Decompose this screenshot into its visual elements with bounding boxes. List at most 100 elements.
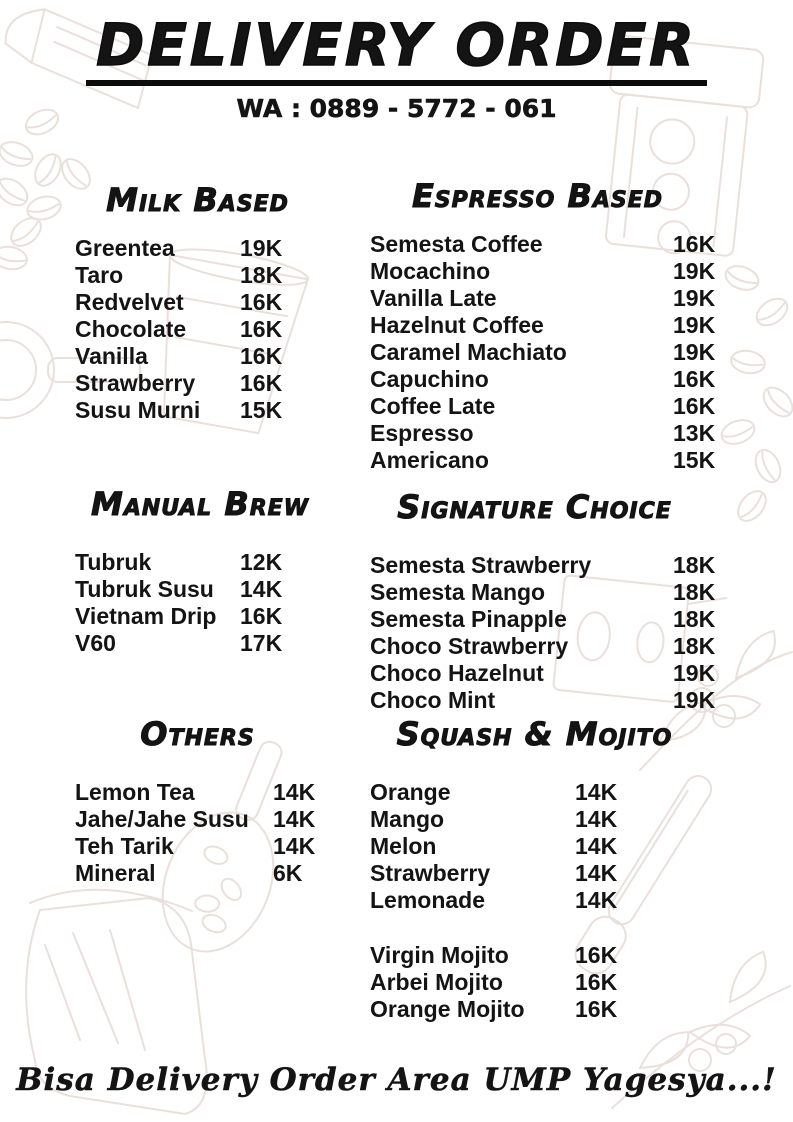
menu-list: Semesta Strawberry 18K Semesta Mango 18K S… (362, 552, 715, 714)
item-name: Strawberry (75, 370, 196, 396)
item-name: Orange Mojito (370, 996, 525, 1022)
item-name: Tubruk (75, 549, 152, 575)
item-price: 18K (673, 633, 716, 659)
item-price: 18K (240, 262, 283, 288)
item-price: 19K (673, 285, 716, 311)
item-price: 19K (673, 312, 716, 338)
section-title: Milk Based (106, 181, 289, 219)
item-price: 19K (240, 235, 283, 261)
item-price: 16K (575, 996, 618, 1022)
menu-item-row: Redvelvet 16K (75, 289, 335, 316)
item-price: 16K (673, 231, 716, 257)
item-price: 19K (673, 660, 716, 686)
item-name: Mocachino (370, 258, 491, 284)
menu-item-row: Choco Mint 19K (370, 687, 715, 714)
page-title: DELIVERY ORDER (86, 13, 707, 86)
menu-item-row: Tubruk Susu 14K (75, 576, 360, 603)
item-name: Lemon Tea (75, 779, 195, 805)
item-name: Semesta Strawberry (370, 552, 592, 578)
item-price: 16K (240, 603, 283, 629)
menu-item-row: Virgin Mojito 16K (370, 942, 707, 969)
item-price: 16K (240, 289, 283, 315)
item-name: Melon (370, 833, 437, 859)
menu-item-row: Teh Tarik 14K (75, 833, 335, 860)
menu-item-row: Vanilla Late 19K (370, 285, 715, 312)
menu-item-row: Americano 15K (370, 447, 715, 474)
item-price: 14K (575, 779, 618, 805)
menu-item-row: Orange 14K (370, 779, 707, 806)
footer-note: Bisa Delivery Order Area UMP Yagesya...! (16, 1062, 777, 1099)
item-name: Mineral (75, 860, 156, 886)
item-name: V60 (75, 630, 116, 656)
menu-item-row: Choco Strawberry 18K (370, 633, 715, 660)
item-name: Coffee Late (370, 393, 496, 419)
item-name: Susu Murni (75, 397, 201, 423)
item-name: Vietnam Drip (75, 603, 217, 629)
section-title: Others (140, 715, 255, 753)
section-milk-based: Milk Based Greentea 19K Taro 18K Redvelvet… (60, 182, 335, 424)
item-price: 12K (240, 549, 283, 575)
menu-item-row: Semesta Mango 18K (370, 579, 715, 606)
item-price: 16K (575, 969, 618, 995)
item-name: Orange (370, 779, 451, 805)
item-price: 16K (240, 316, 283, 342)
item-price: 14K (575, 833, 618, 859)
item-price: 16K (240, 370, 283, 396)
item-name: Caramel Machiato (370, 339, 567, 365)
item-name: Teh Tarik (75, 833, 174, 859)
item-price: 14K (240, 576, 283, 602)
item-price: 14K (273, 833, 316, 859)
menu-item-row: Mocachino 19K (370, 258, 715, 285)
item-name: Choco Mint (370, 687, 496, 713)
menu-item-row: Greentea 19K (75, 235, 335, 262)
item-name: Hazelnut Coffee (370, 312, 544, 338)
item-name: Redvelvet (75, 289, 184, 315)
item-name: Virgin Mojito (370, 942, 509, 968)
menu-item-row: Mango 14K (370, 806, 707, 833)
section-title: Squash & Mojito (396, 715, 673, 753)
item-price: 17K (240, 630, 283, 656)
item-name: Choco Strawberry (370, 633, 569, 659)
menu-item-row: Strawberry 14K (370, 860, 707, 887)
section-title: Signature Choice (397, 488, 672, 526)
menu-item-row: Semesta Coffee 16K (370, 231, 715, 258)
menu-item-row: Tubruk 12K (75, 549, 360, 576)
item-name: Taro (75, 262, 124, 288)
item-name: Greentea (75, 235, 175, 261)
group-gap (370, 914, 707, 942)
item-price: 6K (273, 860, 303, 886)
section-title: Espresso Based (411, 177, 664, 215)
menu-item-row: Semesta Strawberry 18K (370, 552, 715, 579)
menu-list: Orange 14K Mango 14K Melon 14K Strawberry 14… (362, 779, 707, 1023)
section-title: Manual Brew (91, 485, 309, 523)
item-price: 14K (273, 779, 316, 805)
menu-item-row: Arbei Mojito 16K (370, 969, 707, 996)
item-name: Vanilla (75, 343, 148, 369)
item-name: Mango (370, 806, 445, 832)
menu-item-row: Orange Mojito 16K (370, 996, 707, 1023)
item-name: Semesta Pinapple (370, 606, 567, 632)
item-price: 16K (575, 942, 618, 968)
section-others: Others Lemon Tea 14K Jahe/Jahe Susu 14K Te… (60, 716, 335, 887)
item-name: Jahe/Jahe Susu (75, 806, 249, 832)
menu-list: Greentea 19K Taro 18K Redvelvet 16K Chocola… (60, 235, 335, 424)
menu-item-row: Jahe/Jahe Susu 14K (75, 806, 335, 833)
menu-list: Lemon Tea 14K Jahe/Jahe Susu 14K Teh Tarik… (60, 779, 335, 887)
item-price: 18K (673, 552, 716, 578)
menu-item-row: Lemonade 14K (370, 887, 707, 914)
menu-item-row: Capuchino 16K (370, 366, 715, 393)
item-price: 18K (673, 579, 716, 605)
item-price: 19K (673, 339, 716, 365)
item-name: Semesta Coffee (370, 231, 543, 257)
menu-item-row: Coffee Late 16K (370, 393, 715, 420)
menu-item-row: Semesta Pinapple 18K (370, 606, 715, 633)
menu-item-row: Chocolate 16K (75, 316, 335, 343)
menu-item-row: Vietnam Drip 16K (75, 603, 360, 630)
menu-item-row: Melon 14K (370, 833, 707, 860)
item-price: 16K (673, 366, 716, 392)
item-price: 15K (240, 397, 283, 423)
item-name: Vanilla Late (370, 285, 497, 311)
item-name: Americano (370, 447, 489, 473)
item-price: 15K (673, 447, 716, 473)
